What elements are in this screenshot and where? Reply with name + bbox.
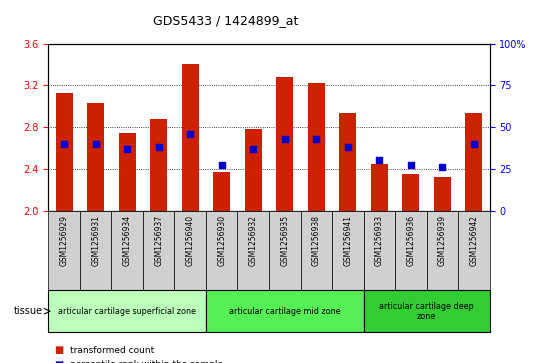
Bar [174, 211, 206, 290]
Bar [55, 93, 73, 211]
Text: transformed count: transformed count [70, 346, 154, 355]
Point [470, 141, 478, 147]
Bar [434, 177, 451, 211]
Text: GSM1256939: GSM1256939 [438, 215, 447, 266]
Bar [371, 164, 388, 211]
Point [154, 144, 163, 150]
Point [217, 163, 226, 168]
Bar [206, 211, 237, 290]
Text: GSM1256931: GSM1256931 [91, 215, 100, 265]
Bar [150, 119, 167, 211]
Text: GSM1256941: GSM1256941 [343, 215, 352, 265]
Bar [269, 211, 301, 290]
Bar [339, 114, 357, 211]
Bar [111, 211, 143, 290]
Text: GSM1256938: GSM1256938 [312, 215, 321, 265]
Bar [181, 65, 199, 211]
Bar [364, 290, 490, 332]
Bar [118, 133, 136, 211]
Text: GSM1256936: GSM1256936 [406, 215, 415, 266]
Bar [402, 174, 420, 211]
Point [438, 164, 447, 170]
Bar [48, 211, 80, 290]
Bar [87, 103, 104, 211]
Text: GSM1256934: GSM1256934 [123, 215, 132, 266]
Text: tissue: tissue [14, 306, 43, 316]
Bar [301, 211, 332, 290]
Point [375, 158, 384, 163]
Point [280, 136, 289, 142]
Bar [308, 83, 325, 211]
Point [312, 136, 321, 142]
Text: GSM1256930: GSM1256930 [217, 215, 226, 266]
Bar [332, 211, 364, 290]
Bar [206, 290, 364, 332]
Point [249, 146, 258, 152]
Text: ■: ■ [54, 360, 63, 363]
Point [123, 146, 131, 152]
Point [186, 131, 195, 136]
Bar [213, 172, 230, 211]
Point [91, 141, 100, 147]
Point [407, 163, 415, 168]
Bar [80, 211, 111, 290]
Text: GSM1256935: GSM1256935 [280, 215, 289, 266]
Bar [48, 290, 206, 332]
Text: articular cartilage deep
zone: articular cartilage deep zone [379, 302, 474, 321]
Bar [395, 211, 427, 290]
Text: articular cartilage superficial zone: articular cartilage superficial zone [58, 307, 196, 316]
Bar [237, 211, 269, 290]
Bar [465, 114, 483, 211]
Text: GSM1256929: GSM1256929 [60, 215, 69, 265]
Text: GSM1256942: GSM1256942 [469, 215, 478, 265]
Bar [276, 77, 293, 211]
Text: percentile rank within the sample: percentile rank within the sample [70, 360, 223, 363]
Text: ■: ■ [54, 345, 63, 355]
Bar [143, 211, 174, 290]
Bar [245, 129, 262, 211]
Text: articular cartilage mid zone: articular cartilage mid zone [229, 307, 341, 316]
Text: GSM1256932: GSM1256932 [249, 215, 258, 265]
Text: GDS5433 / 1424899_at: GDS5433 / 1424899_at [153, 15, 299, 28]
Bar [427, 211, 458, 290]
Text: GSM1256933: GSM1256933 [375, 215, 384, 266]
Point [60, 141, 68, 147]
Bar [364, 211, 395, 290]
Text: GSM1256940: GSM1256940 [186, 215, 195, 266]
Bar [458, 211, 490, 290]
Point [343, 144, 352, 150]
Text: GSM1256937: GSM1256937 [154, 215, 163, 266]
